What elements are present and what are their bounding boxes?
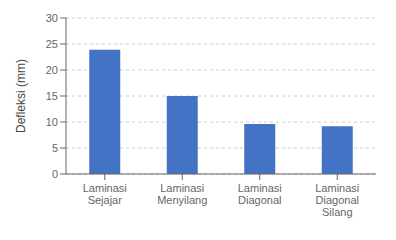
svg-text:20: 20 bbox=[46, 64, 58, 76]
svg-text:5: 5 bbox=[52, 142, 58, 154]
svg-text:LaminasiDiagonal: LaminasiDiagonal bbox=[238, 182, 282, 206]
svg-text:15: 15 bbox=[46, 90, 58, 102]
svg-text:LaminasiSejajar: LaminasiSejajar bbox=[83, 182, 127, 206]
svg-text:25: 25 bbox=[46, 38, 58, 50]
svg-text:LaminasiDiagonalSilang: LaminasiDiagonalSilang bbox=[315, 182, 359, 218]
svg-text:10: 10 bbox=[46, 116, 58, 128]
svg-text:LaminasiMenyilang: LaminasiMenyilang bbox=[157, 182, 207, 206]
svg-text:0: 0 bbox=[52, 168, 58, 180]
svg-text:30: 30 bbox=[46, 12, 58, 24]
svg-text:Defleksi (mm): Defleksi (mm) bbox=[14, 59, 28, 133]
